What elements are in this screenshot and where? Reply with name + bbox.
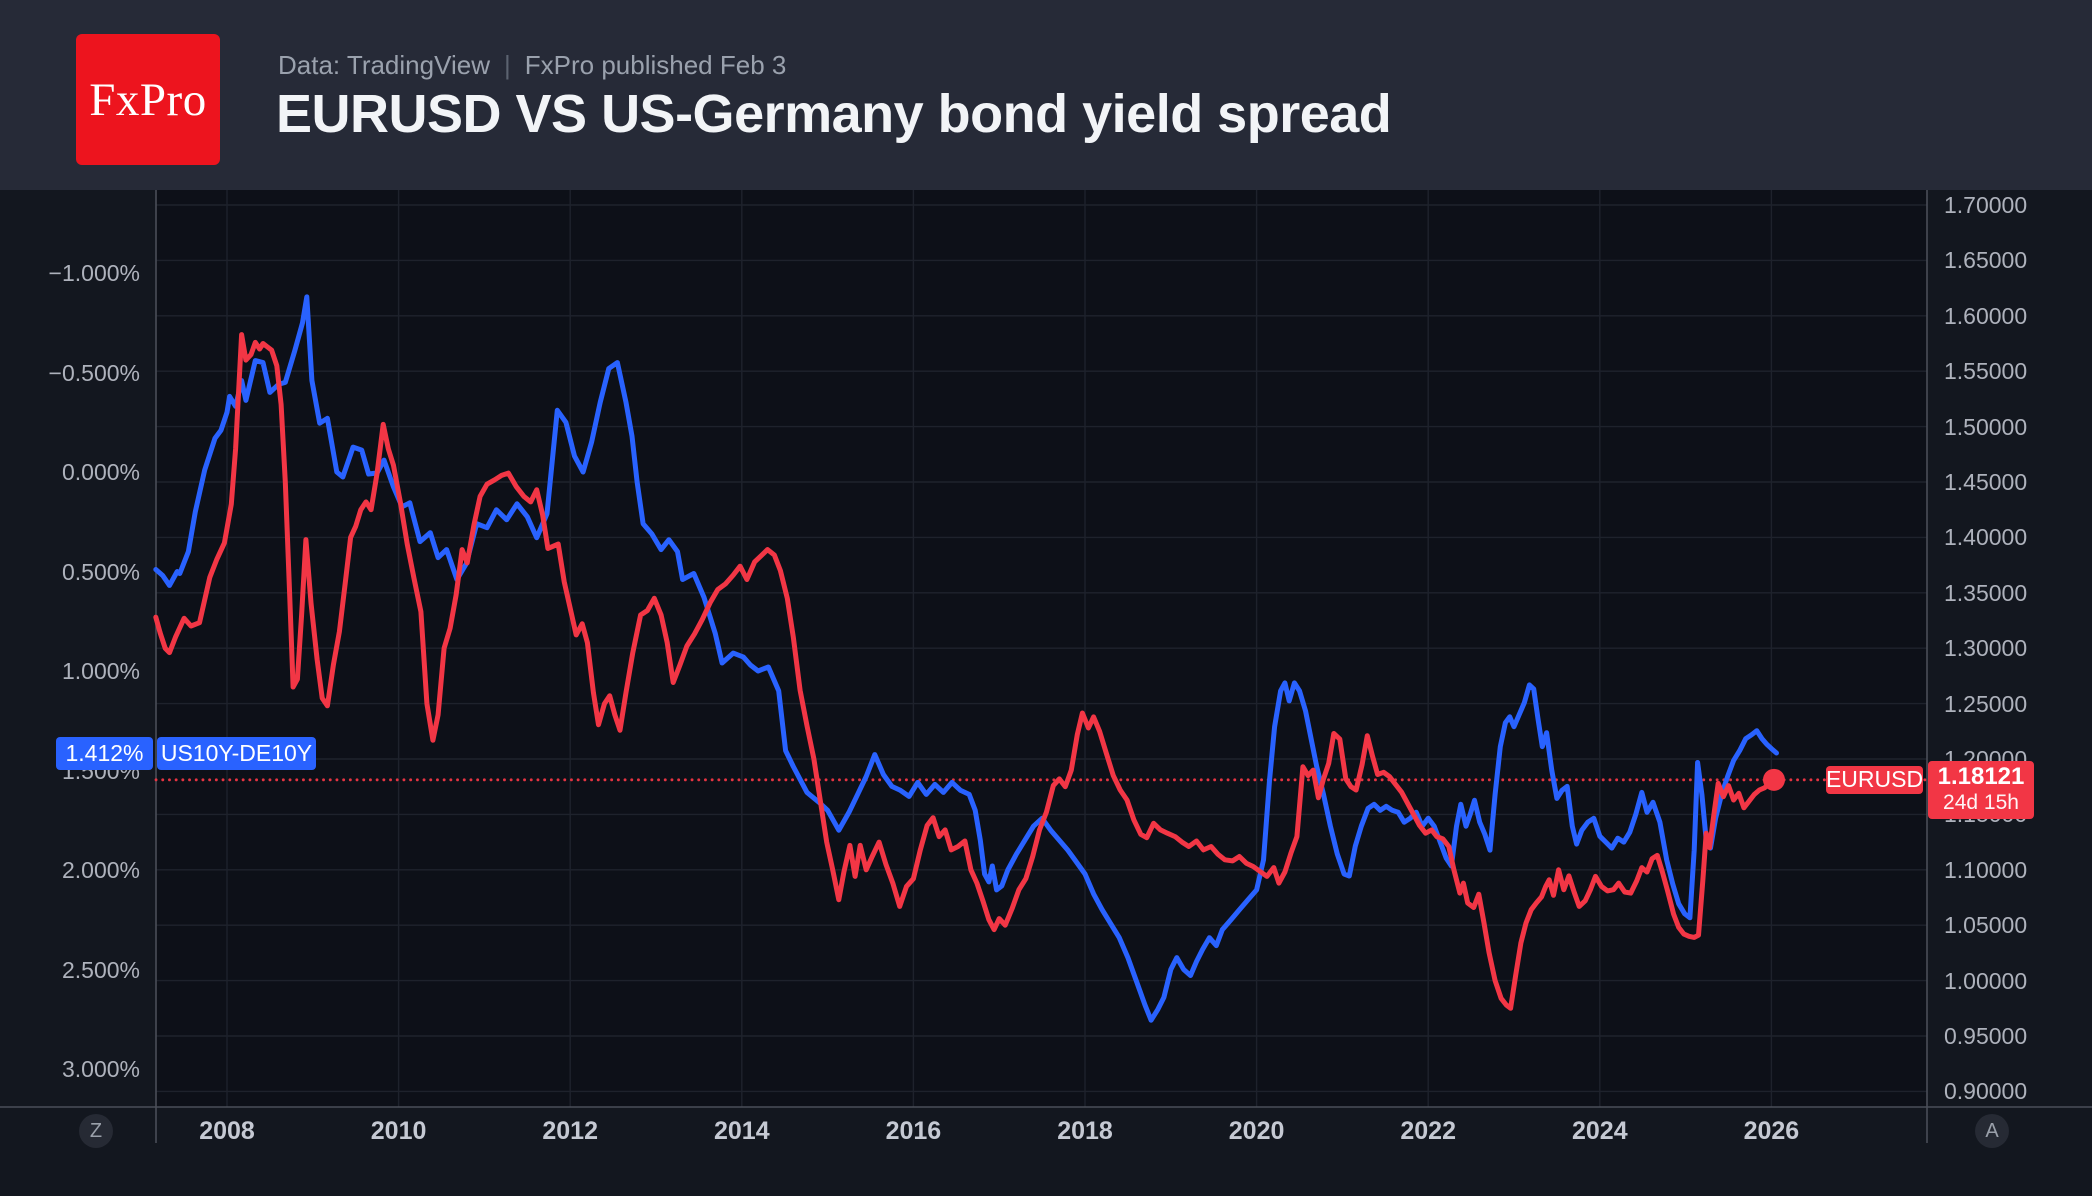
fxpro-logo-text: FxPro (89, 73, 207, 126)
time-axis-tick: 2012 (542, 1117, 598, 1145)
right-axis-tick: 1.40000 (1944, 524, 2028, 551)
right-axis-tick: 1.50000 (1944, 413, 2028, 440)
data-source-text: Data: TradingView (278, 50, 490, 80)
time-axis-tick: 2022 (1400, 1117, 1456, 1145)
right-axis-tick: 1.70000 (1944, 192, 2028, 218)
left-axis-tick: 0.500% (61, 558, 140, 585)
source-line: Data: TradingView | FxPro published Feb 3 (278, 50, 786, 81)
time-axis-tick: 2024 (1571, 1117, 1628, 1145)
autoscale-button-label: A (1985, 1119, 1999, 1142)
eurusd-last-price: 1.18121 (1937, 762, 2025, 790)
right-axis-tick: 1.30000 (1944, 635, 2028, 662)
time-axis-tick: 2016 (885, 1117, 942, 1145)
bar-countdown: 24d 15h (1943, 790, 2019, 814)
time-axis-tick: 2020 (1228, 1117, 1285, 1145)
right-axis-tick: 1.45000 (1944, 469, 2028, 495)
time-axis-tick: 2018 (1057, 1117, 1113, 1145)
right-axis-tick: 1.25000 (1944, 690, 2028, 717)
time-axis-tick: 2008 (199, 1117, 255, 1145)
right-axis-tick: 1.10000 (1944, 856, 2028, 883)
left-axis-tick: 3.000% (61, 1056, 140, 1082)
left-axis-tick: 1.000% (61, 658, 140, 684)
left-axis-tick: 0.000% (61, 459, 140, 485)
eurusd-line[interactable] (153, 332, 1777, 1011)
eurusd-last-price-badge: 1.18121 24d 15h (1928, 760, 2034, 819)
left-axis-tick: −1.000% (48, 260, 140, 286)
header: FxPro Data: TradingView | FxPro published … (0, 0, 2092, 190)
publish-date-text: FxPro published Feb 3 (524, 50, 787, 80)
eurusd-series-label-badge[interactable]: EURUSD (1825, 765, 1924, 794)
right-axis-tick: 1.60000 (1944, 302, 2028, 329)
source-separator: | (503, 50, 511, 80)
right-axis-tick: 0.90000 (1944, 1078, 2028, 1105)
eurusd-last-point-marker (1762, 768, 1785, 791)
left-axis-tick: 2.000% (61, 857, 140, 883)
time-axis-tick: 2014 (713, 1117, 770, 1145)
chart-area[interactable]: −1.000% −0.500% 0.000% 0.500% 1.000% 1.500% 2.… (0, 190, 2092, 1196)
time-axis-tick: 2010 (370, 1117, 427, 1145)
chart-plot[interactable] (0, 190, 2092, 1196)
fxpro-logo: FxPro (76, 34, 220, 165)
time-axis-tick: 2026 (1743, 1117, 1800, 1145)
spread-series-label-badge[interactable]: US10Y-DE10Y (157, 736, 316, 770)
timezone-button-label: Z (89, 1119, 103, 1142)
left-axis-tick: −0.500% (48, 359, 140, 386)
right-axis-tick: 1.55000 (1944, 358, 2028, 385)
right-axis-tick: 1.05000 (1944, 912, 2028, 939)
page-title: EURUSD VS US-Germany bond yield spread (276, 84, 1392, 144)
right-axis-tick: 1.65000 (1944, 247, 2028, 274)
spread-last-value-badge: 1.412% (56, 736, 153, 770)
right-axis-tick: 0.95000 (1944, 1023, 2028, 1049)
right-axis-tick: 1.00000 (1944, 967, 2028, 994)
left-axis-tick: 2.500% (61, 956, 140, 983)
timezone-button[interactable]: Z (79, 1114, 113, 1148)
us10y-de10y-line[interactable] (153, 294, 1779, 1023)
autoscale-button[interactable]: A (1975, 1114, 2009, 1148)
right-axis-tick: 1.35000 (1944, 579, 2028, 606)
